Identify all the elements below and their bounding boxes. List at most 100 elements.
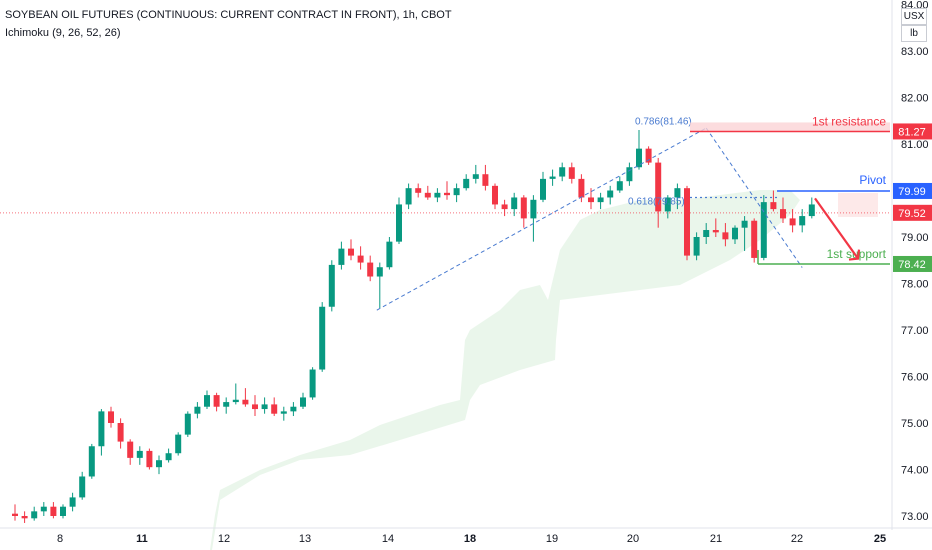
resistance-zone bbox=[690, 122, 890, 132]
candle-body bbox=[223, 402, 230, 407]
candle bbox=[242, 388, 249, 407]
candle-body bbox=[338, 248, 345, 265]
candle-body bbox=[636, 148, 642, 168]
time-tick-label: 13 bbox=[299, 533, 311, 545]
candle bbox=[472, 164, 479, 184]
candle bbox=[703, 223, 710, 244]
time-tick-label: 19 bbox=[546, 533, 558, 545]
candle-body bbox=[780, 209, 786, 219]
candle-body bbox=[607, 190, 614, 198]
candle-body bbox=[472, 174, 479, 179]
candle-body bbox=[645, 148, 652, 163]
candle-body bbox=[50, 506, 57, 516]
candle-body bbox=[770, 202, 777, 210]
price-tick-label: 73.00 bbox=[901, 511, 929, 523]
candle bbox=[12, 504, 18, 521]
chart-drawings: 0.786(81.46) 0.618(79.85) 1st resistance Pi… bbox=[376, 114, 890, 311]
candle bbox=[175, 432, 182, 456]
candle-body bbox=[367, 262, 374, 277]
candle-body bbox=[789, 218, 796, 226]
currency-button[interactable]: USX bbox=[901, 8, 927, 25]
candle-body bbox=[348, 248, 354, 256]
candle bbox=[741, 216, 748, 251]
support-price-badge: 78.42 bbox=[898, 259, 926, 271]
price-tick-label: 78.00 bbox=[901, 279, 929, 291]
candle bbox=[328, 260, 335, 312]
candle bbox=[348, 239, 354, 261]
candle bbox=[300, 392, 306, 410]
price-tick-label: 81.00 bbox=[901, 139, 929, 151]
fib-retrace-line bbox=[705, 127, 803, 268]
candle bbox=[693, 232, 700, 261]
candle-body bbox=[242, 399, 249, 405]
candle bbox=[60, 504, 66, 519]
candle-body bbox=[60, 506, 66, 516]
candle-body bbox=[252, 404, 258, 410]
candle bbox=[396, 197, 402, 244]
candle-body bbox=[501, 204, 508, 210]
candle bbox=[482, 164, 489, 191]
pivot-label: Pivot bbox=[859, 173, 886, 187]
candle-body bbox=[31, 511, 38, 519]
candle bbox=[184, 411, 191, 437]
time-tick-label: 21 bbox=[710, 533, 722, 545]
candle bbox=[616, 176, 623, 193]
candle bbox=[501, 199, 508, 217]
projection-arrow-shaft bbox=[814, 197, 859, 260]
candle-body bbox=[732, 227, 738, 240]
candle-body bbox=[386, 241, 393, 268]
candle-body bbox=[444, 192, 450, 196]
candle bbox=[607, 185, 614, 205]
candle bbox=[79, 471, 86, 500]
unit-button[interactable]: lb bbox=[901, 25, 927, 42]
candle-body bbox=[319, 306, 326, 370]
pivot-price-badge: 79.99 bbox=[898, 186, 926, 198]
candle-body bbox=[712, 230, 719, 233]
time-tick-label: 20 bbox=[627, 533, 639, 545]
candle bbox=[626, 162, 633, 186]
candle bbox=[386, 237, 393, 270]
candle-body bbox=[588, 197, 594, 203]
price-axis: 73.00 74.00 75.00 76.00 77.00 78.00 79.00 81.00… bbox=[891, 0, 932, 530]
price-tick-label: 79.00 bbox=[901, 232, 929, 244]
candle-body bbox=[261, 404, 268, 410]
candle bbox=[684, 185, 690, 261]
candle-body bbox=[616, 181, 623, 191]
candle bbox=[492, 183, 498, 210]
candle-body bbox=[136, 450, 143, 458]
candle bbox=[357, 246, 364, 270]
candle bbox=[559, 162, 566, 182]
candle-body bbox=[117, 423, 124, 442]
candle-body bbox=[376, 267, 383, 277]
candle-body bbox=[520, 197, 527, 219]
candle-body bbox=[165, 453, 172, 461]
candle-body bbox=[511, 197, 518, 210]
candle-body bbox=[405, 188, 412, 205]
candle-body bbox=[655, 162, 662, 212]
price-tick-label: 74.00 bbox=[901, 465, 929, 477]
time-tick-label: 11 bbox=[136, 533, 148, 545]
candle-body bbox=[751, 220, 758, 258]
candle bbox=[213, 392, 220, 412]
candle-body bbox=[684, 188, 690, 256]
candle-body bbox=[741, 220, 748, 228]
candle bbox=[770, 190, 777, 212]
candle-body bbox=[204, 395, 210, 407]
candle-body bbox=[434, 192, 441, 198]
candle bbox=[338, 241, 345, 270]
candle-body bbox=[626, 167, 633, 182]
candle-body bbox=[559, 167, 566, 177]
candle bbox=[751, 218, 758, 263]
resistance-price-badge-bg bbox=[893, 123, 932, 140]
candle bbox=[645, 146, 652, 165]
price-tick-label: 84.00 bbox=[901, 0, 929, 12]
candle bbox=[789, 209, 796, 233]
candle-body bbox=[280, 411, 287, 414]
candle bbox=[712, 218, 719, 237]
candle bbox=[520, 195, 527, 228]
candle-body bbox=[568, 167, 575, 179]
candle-body bbox=[290, 406, 297, 412]
candle bbox=[50, 502, 57, 519]
candle bbox=[808, 197, 815, 219]
